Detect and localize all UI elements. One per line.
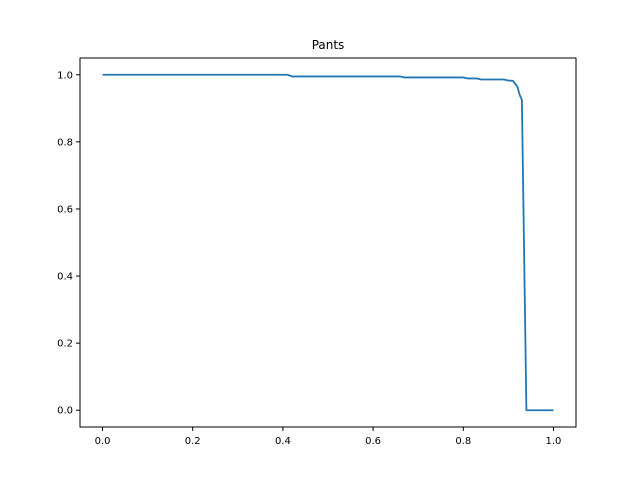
x-tick-label: 1.0 xyxy=(546,436,562,447)
plot-frame xyxy=(79,57,577,428)
y-tick-label: 0.2 xyxy=(57,339,73,350)
y-axis: 0.0 0.2 0.4 0.6 0.8 1.0 xyxy=(57,70,80,417)
x-tick-label: 0.2 xyxy=(185,436,201,447)
chart-title: Pants xyxy=(312,38,345,52)
series-line xyxy=(102,73,554,412)
x-tick-label: 0.6 xyxy=(365,436,381,447)
x-tick-label: 0.0 xyxy=(95,436,111,447)
series-layer xyxy=(102,73,554,412)
y-tick-label: 1.0 xyxy=(57,70,73,81)
y-tick-label: 0.6 xyxy=(57,204,73,215)
x-axis: 0.0 0.2 0.4 0.6 0.8 1.0 xyxy=(95,427,562,447)
x-tick-label: 0.8 xyxy=(455,436,471,447)
x-tick-label: 0.4 xyxy=(275,436,291,447)
y-tick-label: 0.4 xyxy=(57,272,73,283)
y-tick-label: 0.8 xyxy=(57,137,73,148)
y-tick-label: 0.0 xyxy=(57,406,73,417)
